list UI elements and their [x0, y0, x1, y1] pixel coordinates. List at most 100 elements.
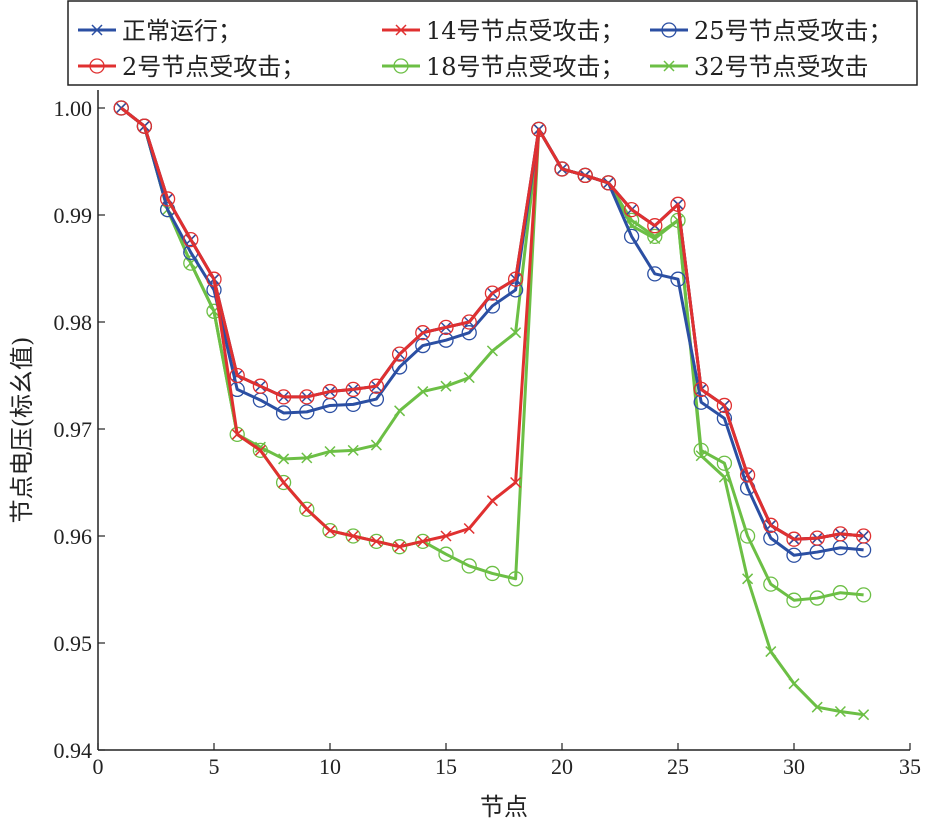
legend-marker	[663, 60, 675, 72]
data-point	[716, 397, 733, 414]
data-point	[368, 391, 385, 407]
data-point	[347, 444, 359, 456]
data-point	[463, 372, 475, 384]
data-point	[647, 218, 663, 234]
data-point	[809, 590, 825, 606]
data-point	[855, 587, 872, 603]
data-point	[600, 175, 617, 191]
data-point	[301, 452, 313, 464]
legend-marker	[393, 58, 409, 74]
data-point	[765, 646, 777, 658]
y-tick-label: 0.96	[54, 524, 93, 549]
data-point	[415, 325, 431, 341]
data-point	[484, 298, 501, 314]
data-point	[275, 389, 292, 405]
data-point	[368, 533, 385, 549]
axes: 0 5 10 15 20 25 30 35 0.94 0.95 0.96 0.97 0.98 0.99 1.…	[54, 90, 921, 779]
legend-label: 25号节点受攻击；	[694, 17, 893, 45]
data-point	[739, 467, 756, 483]
data-point	[832, 526, 849, 542]
data-point	[649, 233, 661, 245]
data-point	[531, 121, 547, 138]
data-point	[647, 266, 663, 282]
data-point	[438, 332, 454, 348]
data-point	[486, 345, 498, 357]
y-tick-label: 0.97	[54, 417, 93, 442]
series-6	[115, 102, 870, 721]
series-2	[115, 102, 870, 553]
data-point	[763, 530, 779, 546]
data-point	[858, 709, 870, 721]
data-point	[739, 528, 756, 544]
data-point	[417, 535, 429, 547]
x-tick-label: 15	[435, 754, 457, 779]
data-point	[322, 383, 338, 400]
legend-label: 32号节点受攻击	[694, 53, 869, 81]
data-point	[345, 396, 361, 413]
data-point	[788, 678, 800, 690]
data-point	[554, 161, 570, 177]
data-point	[461, 314, 477, 330]
series-line	[120, 106, 864, 541]
series-1	[115, 102, 870, 545]
data-point	[113, 100, 129, 116]
data-point	[623, 228, 640, 245]
data-point	[415, 533, 431, 549]
data-point	[693, 394, 709, 410]
x-tick-label: 10	[319, 754, 341, 779]
data-point	[763, 576, 779, 592]
data-point	[254, 441, 266, 453]
data-point	[623, 201, 640, 218]
x-tick-label: 20	[551, 754, 573, 779]
data-point	[507, 571, 524, 587]
data-point	[347, 530, 359, 542]
data-point	[855, 528, 872, 544]
data-point	[670, 196, 686, 212]
y-tick-label: 0.95	[54, 631, 93, 656]
data-point	[461, 558, 477, 574]
data-point	[510, 476, 522, 489]
y-axis-label: 节点电压(标幺值)	[8, 337, 36, 524]
legend-marker	[661, 22, 677, 38]
data-point	[231, 428, 243, 440]
legend-label: 18号节点受攻击；	[426, 53, 625, 81]
y-tick-label: 0.98	[54, 310, 93, 335]
data-point	[206, 271, 222, 287]
series-line	[120, 106, 864, 557]
data-point	[394, 541, 406, 553]
series-line	[120, 106, 864, 541]
data-point	[278, 453, 290, 465]
data-point	[324, 445, 336, 458]
legend: 正常运行； 14号节点受攻击； 25号节点受攻击； 2号节点受攻击； 18号节点受攻击；…	[67, 0, 918, 86]
data-point	[299, 389, 315, 405]
data-point	[577, 167, 593, 184]
data-point	[275, 405, 292, 421]
legend-marker	[89, 58, 105, 74]
data-point	[438, 319, 454, 336]
data-point	[254, 444, 266, 456]
legend-label: 正常运行；	[122, 17, 242, 45]
data-point	[647, 228, 663, 245]
data-point	[370, 439, 382, 451]
data-point	[484, 285, 501, 301]
y-tick-label: 0.99	[54, 203, 93, 228]
y-tick-label: 0.94	[54, 738, 93, 763]
data-point	[718, 471, 730, 483]
data-point	[136, 118, 153, 134]
data-point	[391, 346, 408, 362]
data-point	[670, 271, 686, 287]
data-point	[391, 539, 408, 555]
data-point	[278, 476, 290, 489]
data-point	[484, 565, 501, 582]
data-point	[834, 705, 846, 718]
legend-marker	[91, 24, 103, 36]
series-group	[113, 100, 872, 721]
x-axis-label: 节点	[480, 793, 528, 821]
data-point	[275, 474, 292, 491]
data-point	[417, 386, 429, 398]
data-point	[252, 378, 269, 394]
data-point	[345, 528, 361, 544]
y-tick-label: 1.00	[54, 96, 93, 121]
data-point	[716, 455, 733, 471]
